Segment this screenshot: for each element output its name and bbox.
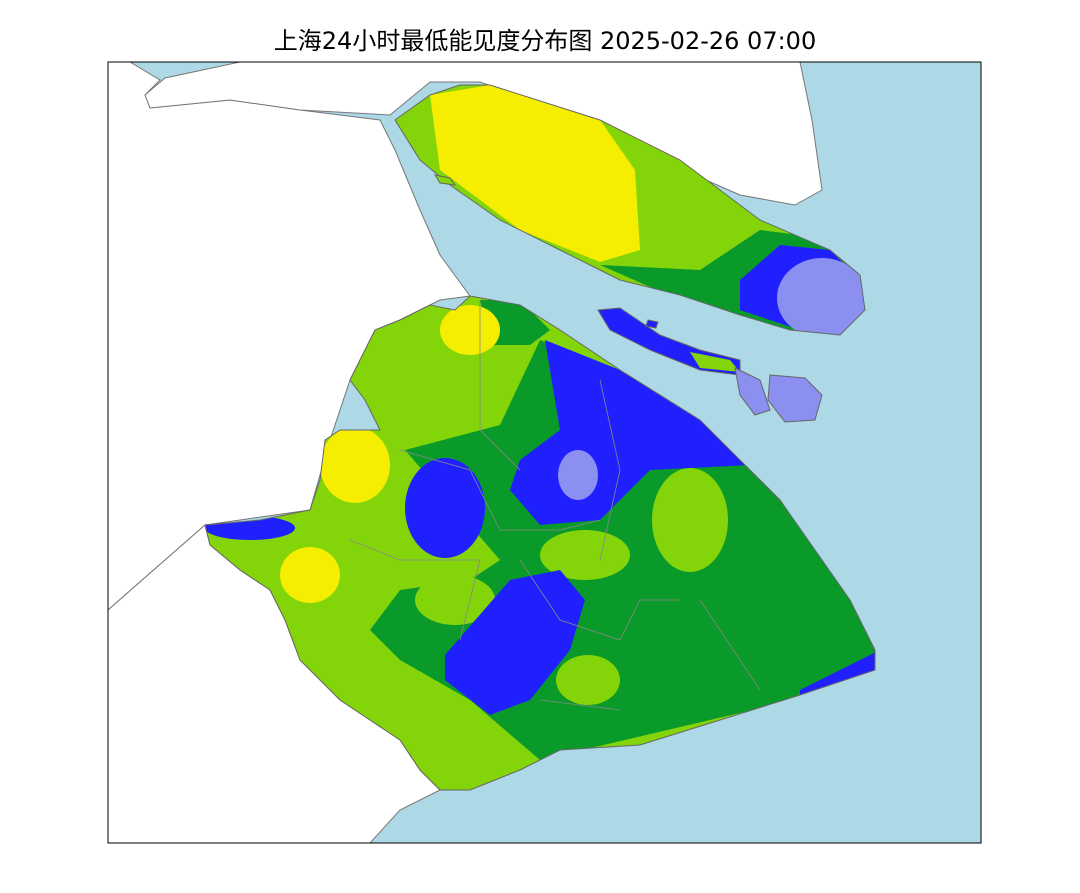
island xyxy=(690,352,740,372)
shanghai-border xyxy=(204,295,876,791)
island xyxy=(734,367,771,416)
fill-region xyxy=(540,530,630,580)
fill-region xyxy=(440,305,500,355)
island xyxy=(767,374,823,423)
fill-region xyxy=(280,547,340,603)
fill-region xyxy=(415,575,495,625)
fill-region xyxy=(777,258,865,335)
map-frame xyxy=(107,61,982,844)
fill-region xyxy=(445,570,585,715)
fill-region xyxy=(652,468,728,572)
fill-region xyxy=(556,655,620,705)
island xyxy=(433,174,457,186)
island xyxy=(645,319,659,329)
island-border xyxy=(394,84,866,336)
map-area xyxy=(108,62,981,843)
fill-region xyxy=(558,450,598,500)
land-north xyxy=(144,62,823,206)
district-border xyxy=(349,300,761,711)
map-title: 上海24小时最低能见度分布图 2025-02-26 07:00 xyxy=(274,27,816,55)
fill-region xyxy=(320,427,390,503)
fill-region xyxy=(430,85,640,262)
fill-region xyxy=(405,458,485,558)
